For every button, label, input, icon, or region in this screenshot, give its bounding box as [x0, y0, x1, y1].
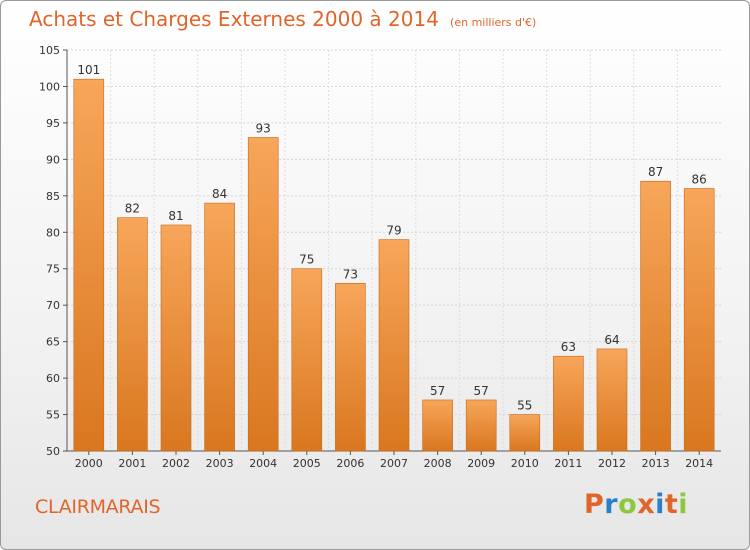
y-tick-label: 75	[46, 263, 60, 276]
value-label-2009: 57	[474, 384, 489, 398]
value-label-2003: 84	[212, 187, 227, 201]
chart-title: Achats et Charges Externes 2000 à 2014	[29, 7, 439, 31]
logo-letter: P	[584, 489, 605, 520]
value-label-2014: 86	[692, 173, 707, 187]
x-tick-label-2011: 2011	[554, 457, 582, 470]
x-tick-label-2008: 2008	[424, 457, 452, 470]
value-label-2005: 75	[299, 253, 314, 267]
x-tick-label-2007: 2007	[380, 457, 408, 470]
bar-2012[interactable]	[596, 348, 628, 452]
logo-letter: r	[604, 489, 619, 520]
logo-letter: x	[637, 489, 656, 520]
labels-layer: 101 2000 82 2001 81 2002 84 2003 93 2004 75 2005 73 2…	[75, 63, 713, 470]
bars-layer	[73, 78, 715, 452]
bar-2002[interactable]	[160, 224, 192, 452]
x-tick-label-2013: 2013	[642, 457, 670, 470]
value-label-2004: 93	[256, 121, 271, 135]
y-tick-label: 65	[46, 336, 60, 349]
y-tick-label: 90	[46, 153, 60, 166]
logo-letter: t	[664, 489, 679, 520]
logo-letter: i	[678, 489, 689, 520]
value-label-2012: 64	[604, 333, 619, 347]
value-label-2001: 82	[125, 202, 140, 216]
value-label-2002: 81	[168, 209, 183, 223]
y-tick-label: 50	[46, 445, 60, 458]
x-tick-label-2010: 2010	[511, 457, 539, 470]
title-row: Achats et Charges Externes 2000 à 2014 (…	[29, 7, 536, 31]
value-label-2007: 79	[386, 224, 401, 238]
x-tick-label-2000: 2000	[75, 457, 103, 470]
bar-2011[interactable]	[553, 355, 584, 452]
y-tick-label: 105	[39, 44, 60, 57]
y-tick-label: 95	[46, 117, 60, 130]
x-tick-label-2003: 2003	[206, 457, 234, 470]
logo-letter: i	[655, 489, 665, 520]
x-tick-label-2001: 2001	[118, 457, 146, 470]
bar-2013[interactable]	[640, 180, 671, 452]
x-tick-label-2006: 2006	[336, 457, 364, 470]
bar-2005[interactable]	[291, 268, 323, 452]
value-label-2010: 55	[517, 399, 532, 413]
bar-2014[interactable]	[683, 188, 715, 452]
value-label-2013: 87	[648, 165, 663, 179]
y-tick-label: 70	[46, 299, 60, 312]
logo-letter: o	[618, 489, 638, 520]
value-label-2008: 57	[430, 384, 445, 398]
value-label-2011: 63	[561, 340, 576, 354]
bar-2004[interactable]	[247, 137, 279, 452]
bar-2009[interactable]	[465, 399, 497, 452]
x-tick-label-2004: 2004	[249, 457, 277, 470]
x-tick-label-2014: 2014	[685, 457, 713, 470]
value-label-2000: 101	[77, 63, 100, 77]
bar-2001[interactable]	[117, 217, 148, 452]
x-tick-label-2002: 2002	[162, 457, 190, 470]
bar-2006[interactable]	[335, 283, 366, 452]
bar-2000[interactable]	[73, 78, 105, 452]
y-tick-label: 80	[46, 226, 60, 239]
chart-unit: (en milliers d'€)	[450, 16, 537, 29]
x-tick-label-2012: 2012	[598, 457, 626, 470]
y-tick-label: 100	[39, 80, 60, 93]
value-label-2006: 73	[343, 267, 358, 281]
bar-2008[interactable]	[422, 399, 453, 452]
x-tick-label-2005: 2005	[293, 457, 321, 470]
bar-2003[interactable]	[204, 202, 235, 452]
proxiti-logo[interactable]: Proxiti	[584, 489, 688, 520]
bar-2010[interactable]	[509, 414, 541, 452]
y-tick-label: 55	[46, 409, 60, 422]
bar-2007[interactable]	[378, 239, 410, 452]
y-tick-label: 60	[46, 372, 60, 385]
y-tick-label: 85	[46, 190, 60, 203]
x-tick-label-2009: 2009	[467, 457, 495, 470]
location-name: CLAIRMARAIS	[35, 496, 161, 518]
